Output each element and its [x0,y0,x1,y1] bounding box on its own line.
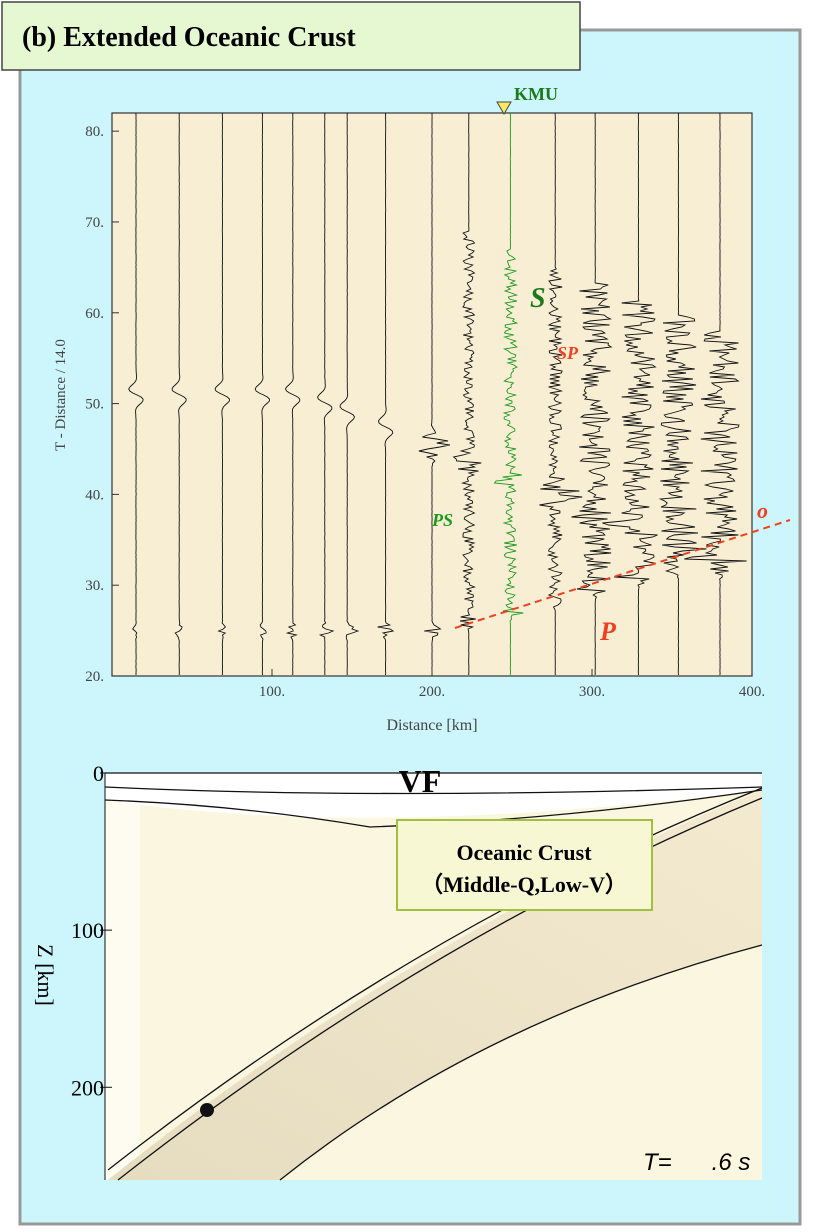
station-label: KMU [514,84,558,104]
traces [128,112,747,676]
x-tick-label: 300. [579,684,605,700]
trace [493,113,524,676]
x-tick-label: 100. [259,684,285,700]
hypocenter [200,1103,214,1117]
y-tick-label: 100 [71,918,104,943]
time-label: T= .6 s [643,1149,750,1176]
trace [317,113,335,676]
trace [684,112,747,676]
y-tick-label: 30. [85,578,104,594]
trace [571,112,613,676]
y-tick-label: 70. [85,215,104,231]
trace [602,113,658,675]
x-axis-label: Distance [km] [386,717,477,734]
x-tick-label: 200. [419,684,445,700]
y-tick-label: 80. [85,124,104,140]
phase-label: P [599,617,617,646]
phase-label: o [757,498,768,523]
model-y-label: Z [km] [33,944,58,1006]
trace [214,112,230,675]
y-tick-label: 60. [85,306,104,322]
trace [339,113,360,675]
trace [452,113,482,676]
y-tick-label: 40. [85,487,104,503]
y-tick-label: 200 [71,1075,104,1100]
title-box [1,1,581,71]
annotation-line: Oceanic Crust [456,840,592,865]
trace [539,112,583,676]
x-tick-label: 400. [739,684,765,700]
phase-label: SP [557,343,579,363]
annotation-line: （Middle-Q,Low-V） [421,872,627,897]
upper-layer [105,773,762,818]
model-title: VF [399,763,442,799]
y-axis-label: T - Distance / 14.0 [53,339,69,451]
trace [128,112,144,675]
trace [284,112,301,676]
trace [254,112,270,676]
y-tick-label: 50. [85,397,104,413]
annotation-box [396,819,653,911]
trace [658,113,707,676]
phase-label: S [530,283,546,314]
station-marker [496,101,512,115]
p-moveout-line [454,519,791,629]
model-edge [105,773,140,1180]
trace [377,113,395,676]
phase-label: PS [431,510,453,530]
title: (b) Extended Oceanic Crust [22,22,356,53]
trace [418,113,450,676]
y-tick-label: 0 [93,761,104,786]
trace [171,113,187,676]
y-tick-label: 20. [85,669,104,685]
